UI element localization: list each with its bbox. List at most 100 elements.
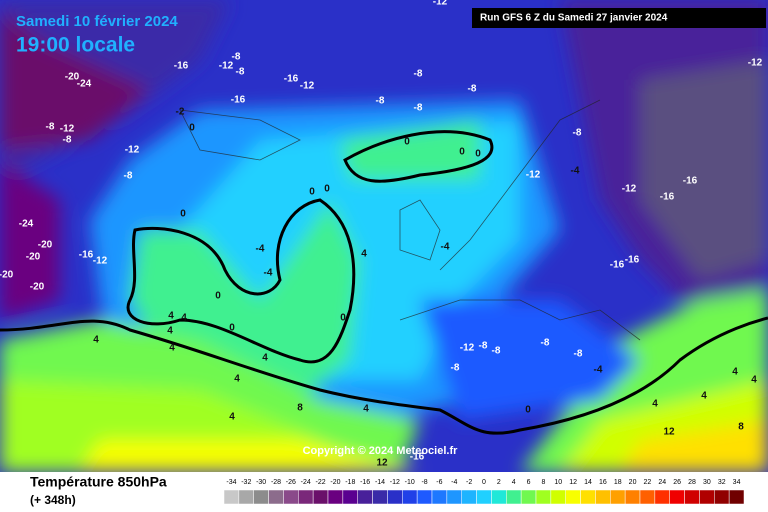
legend-label: -30 — [256, 479, 266, 486]
contour-label: -16 — [174, 61, 189, 72]
legend-swatch — [298, 489, 314, 505]
legend-label: 2 — [497, 479, 501, 486]
contour-label: -24 — [19, 219, 34, 230]
contour-labels: -12-12-8-12-8-16-16-12-16-8-8-8-8-20-24-… — [0, 0, 763, 469]
contour-label: -4 — [594, 365, 603, 376]
legend-label: 20 — [629, 479, 637, 486]
map-date: Samedi 10 février 2024 — [16, 13, 178, 30]
contour-label: 12 — [376, 458, 388, 469]
contour-label: 0 — [475, 149, 481, 160]
legend-swatch — [357, 489, 373, 505]
legend-label: 0 — [482, 479, 486, 486]
contour-label: 4 — [363, 404, 369, 415]
legend-swatch — [699, 489, 715, 505]
legend-label: -12 — [390, 479, 400, 486]
legend-swatch — [238, 489, 254, 505]
contour-label: -20 — [30, 282, 45, 293]
contour-label: -12 — [526, 170, 541, 181]
contour-label: 8 — [297, 403, 303, 414]
legend-label: -2 — [466, 479, 472, 486]
contour-label: 4 — [181, 313, 187, 324]
contour-label: 4 — [652, 399, 658, 410]
contour-label: 4 — [751, 375, 757, 386]
contour-label: -8 — [574, 349, 583, 360]
legend-swatch — [639, 489, 656, 505]
contour-label: -20 — [38, 240, 53, 251]
contour-label: -20 — [0, 270, 14, 281]
contour-label: -16 — [79, 250, 94, 261]
legend-label: -4 — [451, 479, 457, 486]
contour-label: 4 — [93, 335, 99, 346]
contour-label: 8 — [738, 422, 744, 433]
contour-label: -16 — [410, 452, 425, 463]
legend-swatch — [714, 489, 730, 505]
contour-label: -4 — [264, 268, 273, 279]
legend-swatch — [654, 489, 670, 505]
contour-label: 4 — [229, 412, 235, 423]
contour-label: 4 — [234, 374, 240, 385]
contour-label: -16 — [284, 74, 299, 85]
copyright: Copyright © 2024 Meteociel.fr — [303, 445, 459, 457]
legend-swatch — [624, 489, 641, 505]
legend-swatch — [446, 489, 462, 505]
contour-label: -8 — [63, 135, 72, 146]
contour-label: 4 — [168, 311, 174, 322]
legend-label: 32 — [718, 479, 726, 486]
contour-label: -8 — [376, 96, 385, 107]
legend-swatch — [565, 489, 581, 505]
legend-swatch — [520, 489, 537, 505]
legend-label: -28 — [271, 479, 281, 486]
contour-label: -4 — [571, 166, 580, 177]
contour-label: -12 — [300, 81, 315, 92]
legend-swatch — [253, 489, 269, 505]
legend-label: 22 — [644, 479, 652, 486]
legend-label: 14 — [584, 479, 592, 486]
legend-label: 28 — [688, 479, 696, 486]
contour-label: -8 — [232, 52, 241, 63]
contour-label: -16 — [660, 192, 675, 203]
legend-label: 12 — [569, 479, 577, 486]
contour-label: -16 — [625, 255, 640, 266]
contour-label: -20 — [26, 252, 41, 263]
contour-label: -4 — [441, 242, 450, 253]
contour-label: -16 — [231, 95, 246, 106]
contour-label: -8 — [573, 128, 582, 139]
legend-label: 6 — [527, 479, 531, 486]
contour-label: 0 — [189, 123, 195, 134]
contour-label: -12 — [93, 256, 108, 267]
contour-label: 12 — [663, 427, 675, 438]
contour-label: 0 — [404, 137, 410, 148]
contour-label: -8 — [541, 338, 550, 349]
legend-swatch — [728, 489, 745, 505]
run-box — [472, 8, 766, 28]
contour-label: -2 — [176, 107, 185, 118]
contour-label: 0 — [324, 184, 330, 195]
coastlines — [179, 99, 641, 341]
contour-label: -8 — [479, 341, 488, 352]
legend-label: 26 — [673, 479, 681, 486]
legend-swatch — [684, 489, 700, 505]
legend-label: -14 — [375, 479, 385, 486]
legend-swatch — [387, 489, 403, 505]
contour-label: -8 — [414, 103, 423, 114]
legend-swatch — [506, 489, 522, 505]
legend-swatch — [268, 489, 284, 505]
legend-swatch — [535, 489, 552, 505]
legend-label: -32 — [241, 479, 251, 486]
contour-label: 4 — [732, 367, 738, 378]
contour-label: 4 — [701, 391, 707, 402]
contour-label: 0 — [180, 209, 186, 220]
legend-swatch — [402, 489, 418, 505]
legend-swatch — [327, 489, 344, 505]
contour-label: -24 — [77, 79, 92, 90]
legend-label: 16 — [599, 479, 607, 486]
contour-label: -8 — [414, 69, 423, 80]
legend-label: 4 — [512, 479, 516, 486]
contour-label: -12 — [433, 0, 448, 8]
legend-label: -16 — [360, 479, 370, 486]
legend-label: -8 — [421, 479, 427, 486]
legend-swatch — [312, 489, 329, 505]
legend-swatch — [372, 489, 388, 505]
legend-label: 18 — [614, 479, 622, 486]
